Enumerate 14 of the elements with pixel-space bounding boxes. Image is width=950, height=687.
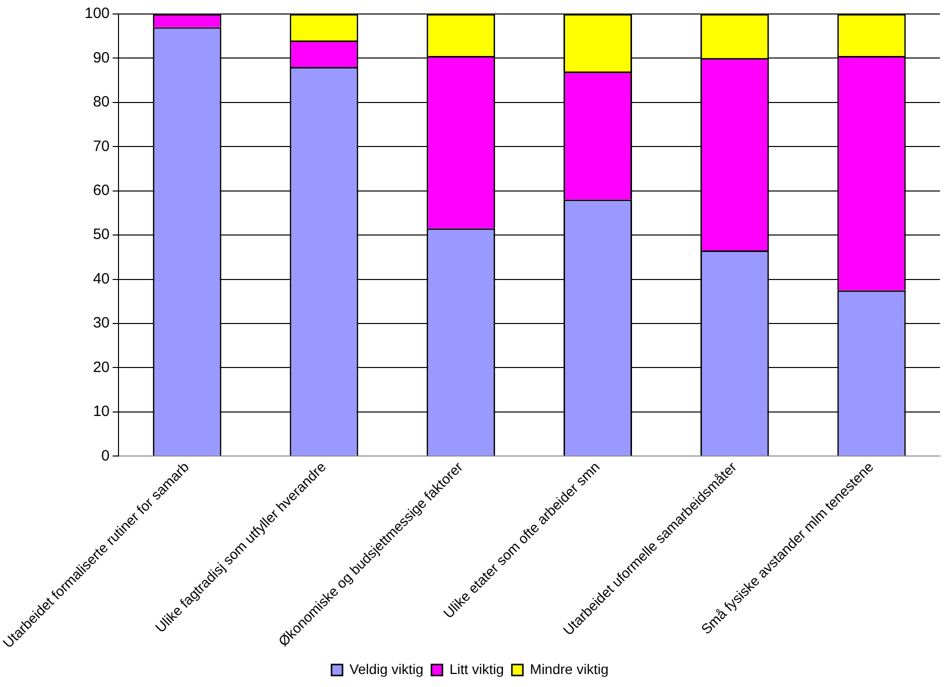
y-tick-label: 0 — [101, 447, 110, 464]
y-tick-label: 100 — [84, 5, 110, 22]
y-tick-label: 70 — [92, 138, 110, 155]
y-tick-label: 30 — [92, 314, 110, 332]
y-tick-label: 20 — [92, 358, 110, 376]
y-tick-label: 10 — [92, 403, 110, 420]
y-tick-label: 90 — [92, 49, 110, 66]
legend-label: Litt viktig — [449, 660, 504, 677]
legend-label: Veldig viktig — [350, 660, 424, 677]
legend-label: Mindre viktig — [530, 660, 608, 677]
y-tick-label: 40 — [92, 270, 110, 288]
y-tick-label: 80 — [92, 94, 110, 111]
y-tick-label: 50 — [92, 226, 110, 244]
y-tick-label: 60 — [92, 182, 110, 199]
